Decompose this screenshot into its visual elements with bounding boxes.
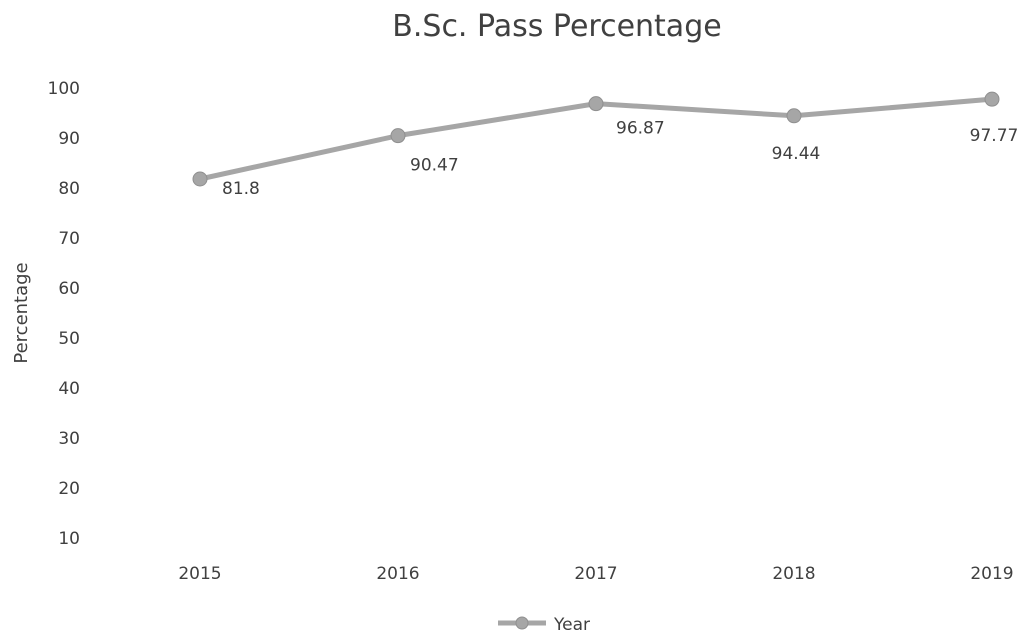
data-label: 90.47 <box>410 156 459 176</box>
data-labels: 81.8 90.47 96.87 94.44 97.77 <box>222 119 1018 199</box>
data-point <box>192 171 208 187</box>
y-tick-label: 10 <box>58 529 80 549</box>
y-tick-label: 20 <box>58 479 80 499</box>
data-label: 97.77 <box>970 126 1019 146</box>
data-point <box>786 108 802 124</box>
y-tick-label: 80 <box>58 179 80 199</box>
data-label: 81.8 <box>222 179 260 199</box>
y-tick-label: 100 <box>48 79 80 99</box>
y-axis-ticks: 10 20 30 40 50 60 70 80 90 100 <box>48 79 80 549</box>
y-axis-title: Percentage <box>11 262 32 363</box>
data-point <box>984 91 1000 107</box>
x-axis-ticks: 2015 2016 2017 2018 2019 <box>178 564 1013 584</box>
x-tick-label: 2015 <box>178 564 221 584</box>
y-tick-label: 40 <box>58 379 80 399</box>
data-point <box>588 96 604 112</box>
legend: Year <box>498 615 590 635</box>
y-tick-label: 30 <box>58 429 80 449</box>
y-tick-label: 60 <box>58 279 80 299</box>
data-label: 96.87 <box>616 119 665 139</box>
data-label: 94.44 <box>772 144 821 164</box>
series-points <box>192 91 1000 187</box>
y-tick-label: 50 <box>58 329 80 349</box>
y-tick-label: 90 <box>58 129 80 149</box>
chart-title: B.Sc. Pass Percentage <box>392 9 721 44</box>
legend-label: Year <box>553 615 590 635</box>
data-point <box>390 128 406 144</box>
x-tick-label: 2019 <box>970 564 1013 584</box>
y-tick-label: 70 <box>58 229 80 249</box>
x-tick-label: 2018 <box>772 564 815 584</box>
x-tick-label: 2017 <box>574 564 617 584</box>
x-tick-label: 2016 <box>376 564 419 584</box>
legend-marker <box>515 616 529 630</box>
